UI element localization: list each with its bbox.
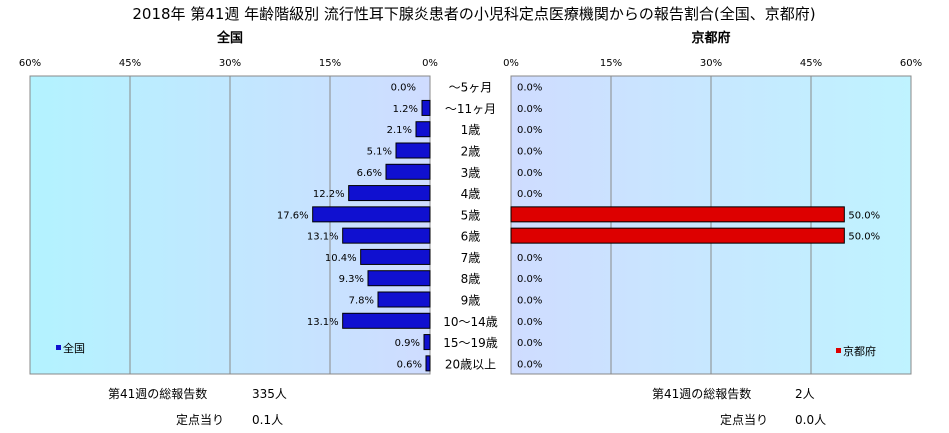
value-label-right: 50.0% [848, 232, 880, 243]
category-label: 4歳 [461, 187, 481, 201]
value-label-left: 0.0% [391, 83, 416, 94]
left-panel-title: 全国 [216, 30, 243, 46]
category-label: 1歳 [461, 123, 481, 137]
category-label: 8歳 [461, 272, 481, 286]
bar-left [385, 163, 431, 180]
legend-label-right: 京都府 [843, 344, 876, 358]
value-label-right: 0.0% [517, 317, 542, 328]
left-total-value: 335人 [252, 387, 287, 401]
value-label-left: 7.8% [349, 296, 374, 307]
bar-left [425, 355, 431, 372]
gridlines [129, 76, 812, 374]
value-label-right: 0.0% [517, 274, 542, 285]
tick-label-left: 15% [319, 58, 341, 69]
tick-label-left: 30% [219, 58, 241, 69]
value-label-left: 6.6% [357, 168, 382, 179]
value-label-right: 0.0% [517, 147, 542, 158]
category-label: 2歳 [461, 145, 481, 159]
value-label-left: 17.6% [277, 210, 309, 221]
bar-left [360, 248, 431, 265]
value-label-right: 0.0% [517, 104, 542, 115]
value-label-left: 0.9% [395, 338, 420, 349]
tick-label-left: 45% [119, 58, 141, 69]
tick-label-right: 15% [600, 58, 622, 69]
bar-left [423, 334, 431, 351]
left-total-label: 第41週の総報告数 [108, 386, 207, 401]
bar-right [510, 227, 845, 244]
value-label-right: 0.0% [517, 83, 542, 94]
bars [312, 99, 845, 372]
right-per-label: 定点当り [720, 412, 768, 427]
value-label-right: 0.0% [517, 125, 542, 136]
category-label: 5歳 [461, 208, 481, 222]
category-label: 3歳 [461, 166, 481, 180]
value-label-left: 2.1% [387, 125, 412, 136]
value-label-left: 5.1% [367, 147, 392, 158]
category-label: 9歳 [461, 294, 481, 308]
category-label: 6歳 [461, 230, 481, 244]
category-label: ～5ヶ月 [449, 81, 493, 95]
value-label-left: 13.1% [307, 317, 339, 328]
bar-left [377, 291, 431, 308]
value-label-right: 50.0% [848, 210, 880, 221]
value-label-left: 0.6% [397, 359, 422, 370]
category-labels: ～5ヶ月 ～11ヶ月 1歳 2歳 3歳 4歳 5歳 6歳 7歳 8歳 9歳 10～14歳 15～19歳 2… [443, 81, 498, 372]
value-label-right: 0.0% [517, 359, 542, 370]
value-label-left: 12.2% [313, 189, 345, 200]
value-label-left: 1.2% [393, 104, 418, 115]
tick-label-left: 60% [19, 58, 41, 69]
right-panel-title: 京都府 [691, 30, 730, 46]
bar-left [342, 312, 431, 329]
legend-label-left: 全国 [63, 341, 85, 355]
value-label-right: 0.0% [517, 168, 542, 179]
category-label: 20歳以上 [445, 357, 496, 371]
tick-label-right: 30% [700, 58, 722, 69]
left-per-value: 0.1人 [252, 413, 283, 427]
right-per-value: 0.0人 [795, 413, 826, 427]
value-label-left: 13.1% [307, 232, 339, 243]
chart-title: 2018年 第41週 年齢階級別 流行性耳下腺炎患者の小児科定点医療機関からの報… [132, 5, 815, 23]
value-label-left: 10.4% [325, 253, 357, 264]
bar-left [348, 185, 431, 202]
bar-left [342, 227, 431, 244]
category-label: 15～19歳 [443, 336, 498, 350]
right-total-value: 2人 [795, 387, 815, 401]
bar-left [421, 99, 431, 116]
tick-label-right: 45% [800, 58, 822, 69]
bar-right [510, 206, 845, 223]
tick-label-right: 0% [503, 58, 519, 69]
value-label-left: 9.3% [339, 274, 364, 285]
left-per-label: 定点当り [176, 412, 224, 427]
legend-swatch-right [836, 348, 841, 353]
value-labels: 0.0% 0.0% 1.2% 0.0% 2.1% 0.0% 5.1% 0.0% 6.6% 0.0%… [277, 83, 880, 371]
right-total-label: 第41週の総報告数 [652, 386, 751, 401]
tick-label-left: 0% [422, 58, 438, 69]
category-label: 10～14歳 [443, 315, 498, 329]
category-label: 7歳 [461, 251, 481, 265]
legend-swatch-left [56, 345, 61, 350]
bar-left [395, 142, 431, 159]
bar-left [312, 206, 431, 223]
bar-left [415, 121, 431, 138]
value-label-right: 0.0% [517, 338, 542, 349]
bar-left [367, 270, 431, 287]
tick-labels: 60% 0% 45% 15% 30% 30% 15% 45% 0% 60% [19, 58, 922, 69]
tick-label-right: 60% [900, 58, 922, 69]
category-label: ～11ヶ月 [445, 102, 496, 116]
value-label-right: 0.0% [517, 296, 542, 307]
value-label-right: 0.0% [517, 253, 542, 264]
value-label-right: 0.0% [517, 189, 542, 200]
